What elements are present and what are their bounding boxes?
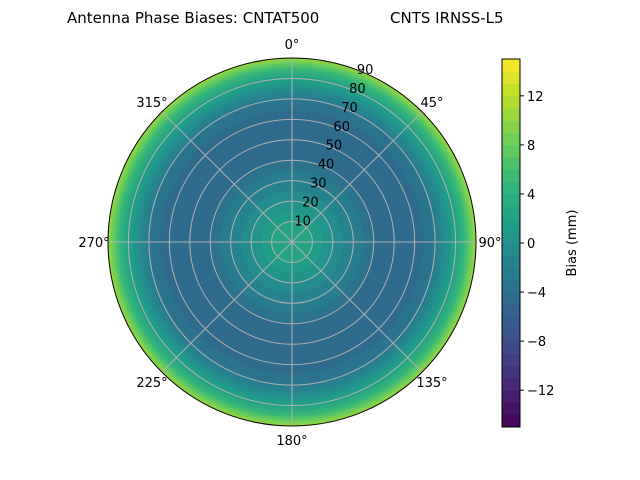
colorbar-level	[502, 292, 520, 305]
colorbar-tick-label: −4	[527, 286, 546, 301]
colorbar-label: Bias (mm)	[565, 210, 580, 277]
colorbar-level	[502, 304, 520, 318]
polar-plot-area: 10 20 30 40 50 60 70 80 90 0° 45° 90° 135° 180° 225° 27…	[78, 38, 501, 449]
colorbar-level	[502, 279, 520, 293]
colorbar-level	[502, 59, 520, 72]
colorbar-tick-label: −12	[527, 384, 554, 399]
colorbar-level	[502, 230, 520, 244]
angular-gridline	[291, 241, 423, 373]
angular-gridline	[161, 241, 293, 373]
chart-title-right: CNTS IRNSS-L5	[390, 9, 504, 27]
colorbar-level	[502, 71, 520, 85]
chart-title-left: Antenna Phase Biases: CNTAT500	[67, 9, 319, 27]
polar-frame	[107, 57, 477, 427]
colorbar-level	[502, 402, 520, 416]
radial-tick-label: 40	[318, 158, 335, 173]
angular-gridline	[161, 111, 293, 243]
radial-tick-label: 10	[294, 214, 311, 229]
angular-gridline	[291, 111, 423, 243]
angular-tick-label: 270°	[78, 236, 109, 251]
radial-tick-label: 20	[302, 195, 319, 210]
colorbar-level	[502, 169, 520, 183]
angular-tick-label: 180°	[276, 434, 307, 449]
colorbar-level	[502, 365, 520, 379]
radial-tick-label: 50	[326, 139, 343, 154]
colorbar-level	[502, 390, 520, 403]
colorbar-level	[502, 144, 520, 158]
radial-tick-label: 80	[349, 82, 366, 97]
angular-tick-label: 135°	[416, 376, 447, 391]
radial-tick-label: 90	[357, 63, 374, 78]
angular-tick-label: 315°	[136, 96, 167, 111]
radial-tick-label: 60	[333, 120, 350, 135]
radial-tick-label: 30	[310, 176, 327, 191]
colorbar-level	[502, 95, 520, 109]
colorbar-level	[502, 206, 520, 219]
colorbar-level	[502, 414, 520, 428]
colorbar-tick-label: 0	[527, 237, 535, 252]
colorbar-level	[502, 255, 520, 269]
colorbar-level	[502, 353, 520, 367]
colorbar-level	[502, 218, 520, 232]
colorbar-level	[502, 120, 520, 134]
colorbar-level	[502, 132, 520, 146]
colorbar-level	[502, 377, 520, 391]
colorbar-level	[502, 157, 520, 170]
colorbar-tick-label: −8	[527, 335, 546, 350]
colorbar-tick-label: 4	[527, 188, 535, 203]
radial-tick-label: 70	[341, 101, 358, 116]
colorbar-level	[502, 83, 520, 97]
angular-tick-label: 45°	[420, 96, 443, 111]
colorbar-level	[502, 316, 520, 330]
colorbar-level	[502, 341, 520, 354]
colorbar-level	[502, 193, 520, 207]
colorbar-level	[502, 328, 520, 342]
colorbar-level	[502, 243, 520, 256]
angular-tick-label: 225°	[136, 376, 167, 391]
colorbar-level	[502, 267, 520, 281]
colorbar-level	[502, 108, 520, 121]
colorbar-level	[502, 181, 520, 195]
angular-tick-label: 90°	[478, 236, 501, 251]
colorbar-tick-label: 8	[527, 139, 535, 154]
colorbar: −12 −8 −4 0 4 8 12	[501, 58, 554, 428]
colorbar-tick-label: 12	[527, 90, 544, 105]
angular-tick-label: 0°	[285, 38, 300, 53]
